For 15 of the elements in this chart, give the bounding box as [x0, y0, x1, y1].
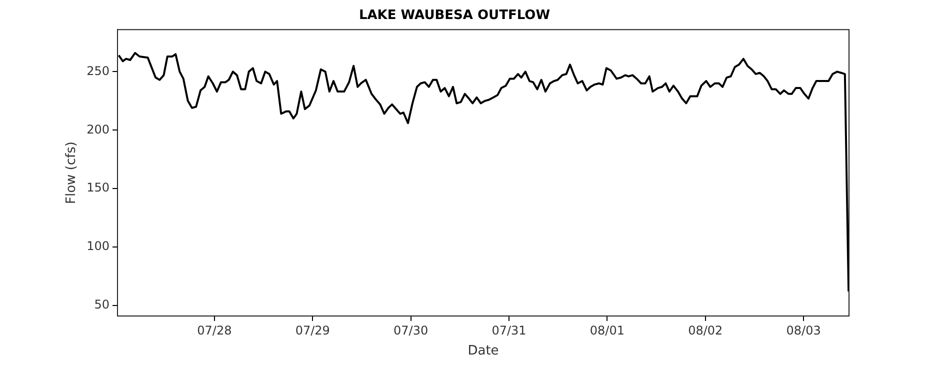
x-tick-label: 07/30	[394, 323, 428, 338]
x-tick-label: 07/28	[197, 323, 232, 338]
y-axis-title: Flow (cfs)	[64, 142, 80, 204]
x-tick-label: 07/31	[492, 323, 526, 338]
chart-title: LAKE WAUBESA OUTFLOW	[358, 8, 550, 24]
y-tick-label: 250	[86, 64, 110, 78]
y-tick-label: 200	[86, 122, 110, 136]
y-tick-label: 50	[94, 298, 110, 312]
x-tick-label: 08/02	[688, 323, 723, 338]
y-tick-label: 100	[86, 239, 110, 254]
x-axis-title: Date	[468, 344, 499, 359]
x-tick-label: 07/29	[295, 323, 330, 338]
x-tick-label: 08/03	[786, 323, 821, 338]
y-tick-label: 150	[86, 180, 110, 195]
x-tick-label: 08/01	[590, 323, 625, 338]
